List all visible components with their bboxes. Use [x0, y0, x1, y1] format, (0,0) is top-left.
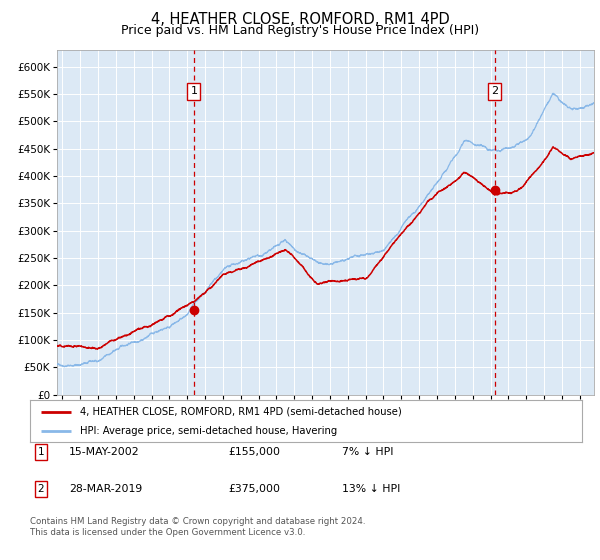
Text: 1: 1 [190, 86, 197, 96]
Text: 2: 2 [37, 484, 44, 494]
Text: HPI: Average price, semi-detached house, Havering: HPI: Average price, semi-detached house,… [80, 426, 337, 436]
Text: 4, HEATHER CLOSE, ROMFORD, RM1 4PD (semi-detached house): 4, HEATHER CLOSE, ROMFORD, RM1 4PD (semi… [80, 407, 401, 417]
Text: 7% ↓ HPI: 7% ↓ HPI [342, 447, 394, 457]
Text: 28-MAR-2019: 28-MAR-2019 [69, 484, 142, 494]
Text: 2: 2 [491, 86, 498, 96]
Text: £155,000: £155,000 [228, 447, 280, 457]
Text: £375,000: £375,000 [228, 484, 280, 494]
Text: Contains HM Land Registry data © Crown copyright and database right 2024.
This d: Contains HM Land Registry data © Crown c… [30, 517, 365, 537]
Text: 13% ↓ HPI: 13% ↓ HPI [342, 484, 400, 494]
Text: Price paid vs. HM Land Registry's House Price Index (HPI): Price paid vs. HM Land Registry's House … [121, 24, 479, 36]
Text: 4, HEATHER CLOSE, ROMFORD, RM1 4PD: 4, HEATHER CLOSE, ROMFORD, RM1 4PD [151, 12, 449, 27]
Text: 15-MAY-2002: 15-MAY-2002 [69, 447, 140, 457]
Text: 1: 1 [37, 447, 44, 457]
